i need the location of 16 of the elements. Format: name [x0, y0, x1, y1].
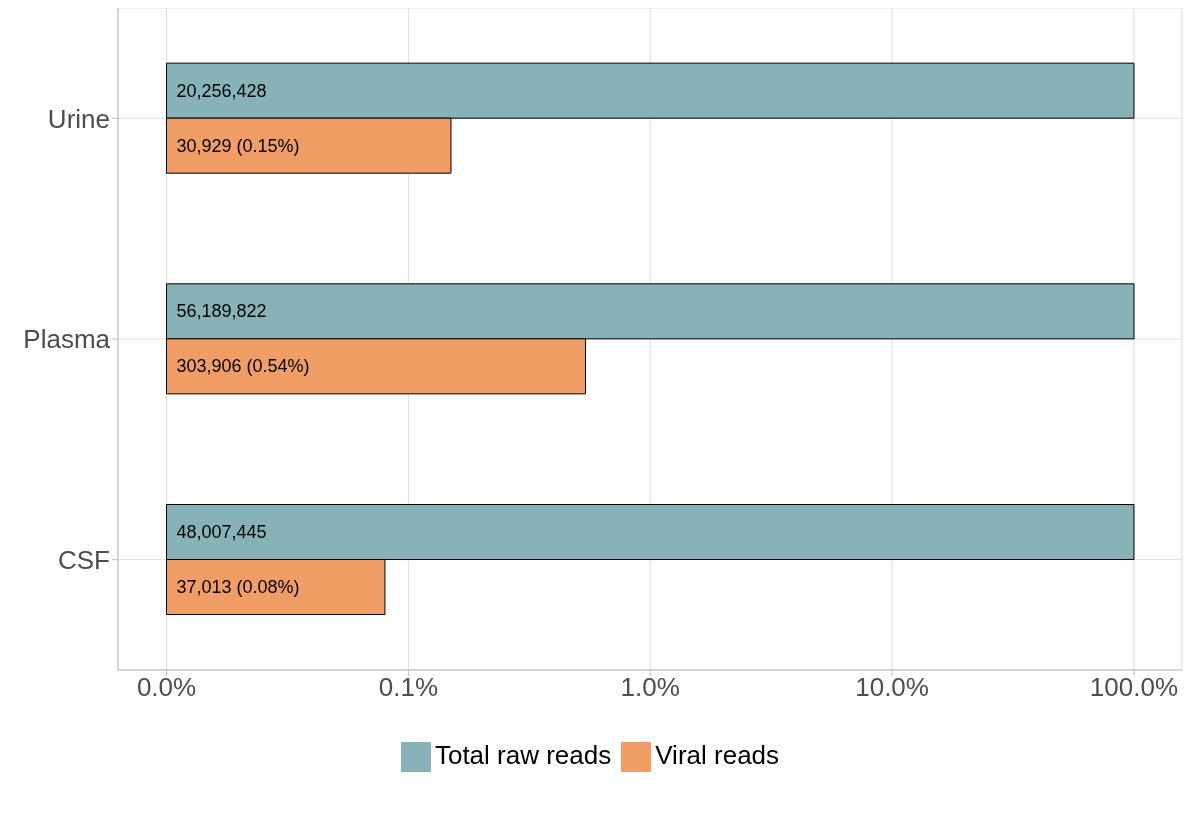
annotation: 20,256,428	[176, 80, 267, 101]
x-tick-label: 100.0%	[1089, 672, 1179, 703]
x-tick-label: 10.0%	[855, 672, 929, 703]
annotation: 48,007,445	[176, 522, 267, 542]
x-tick-label: 1.0%	[620, 672, 680, 703]
legend-label: Total raw reads	[434, 740, 612, 770]
legend-label: Viral reads	[655, 740, 780, 770]
y-tick-label: CSF	[58, 544, 110, 575]
annotation: 56,189,822	[176, 301, 267, 322]
annotation: 37,013 (0.08%)	[176, 577, 300, 597]
y-tick-label: Urine	[47, 103, 110, 134]
annotation: 30,929 (0.15%)	[176, 135, 300, 156]
x-tick-label: 0.0%	[136, 672, 197, 703]
annotation: 303,906 (0.54%)	[176, 356, 310, 377]
x-tick-label: 0.1%	[378, 672, 439, 703]
y-tick-label: Plasma	[23, 324, 111, 355]
